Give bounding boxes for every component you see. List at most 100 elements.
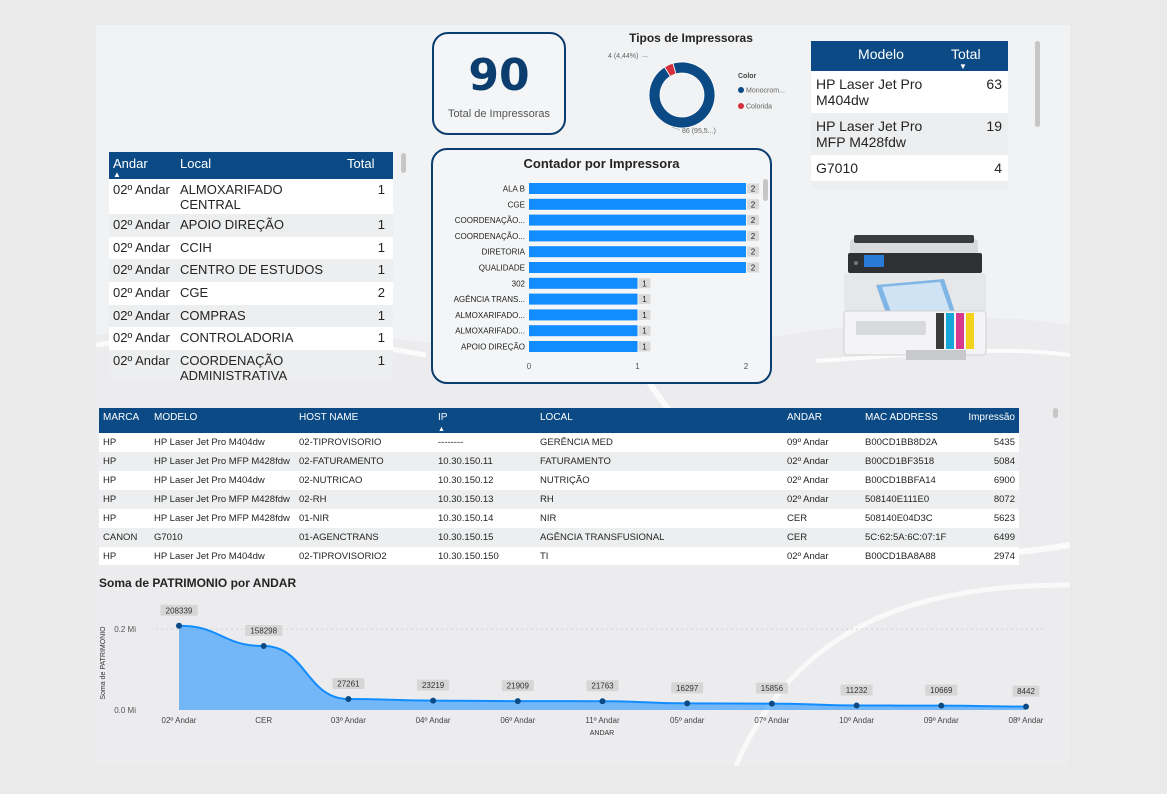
table-row[interactable]: 02º Andar CCIH 1 <box>109 236 393 260</box>
table-row[interactable]: HP Laser Jet Pro MFP M428fdw 19 <box>811 113 1008 155</box>
bar-chart-scrollbar[interactable] <box>763 179 768 201</box>
data-point[interactable] <box>938 702 945 709</box>
table-row[interactable]: 02º Andar COORDENAÇÃO ADMINISTRATIVA 1 <box>109 350 393 380</box>
bar[interactable] <box>529 325 638 337</box>
bar[interactable] <box>529 198 746 210</box>
table-row[interactable]: 02º Andar APOIO DIREÇÃO 1 <box>109 214 393 237</box>
bar-chart-card[interactable]: Contador por Impressora ALA B 2 CGE 2 COORDE… <box>431 148 772 384</box>
x-tick-label: 05º andar <box>670 716 705 725</box>
andar-table-scrollbar[interactable] <box>401 153 406 173</box>
donut-label-small: 4 (4,44%) <box>608 53 638 60</box>
table-row[interactable]: Docket 500P1 <box>811 181 1008 189</box>
header-marca[interactable]: MARCA <box>103 412 140 423</box>
table-row[interactable]: 02º Andar CENTRO DE ESTUDOS 1 <box>109 259 393 283</box>
modelo-table-scrollbar[interactable] <box>1035 41 1040 127</box>
data-point[interactable] <box>684 700 691 707</box>
area-chart[interactable]: 0.0 Mi 0.2 Mi Soma de PATRIMONIO 208339 02º … <box>96 595 1070 766</box>
bar[interactable] <box>529 183 746 194</box>
data-point[interactable] <box>514 698 521 705</box>
header-modelo[interactable]: Modelo <box>858 46 904 62</box>
data-point[interactable] <box>599 698 606 705</box>
table-row[interactable]: 02º Andar COMPRAS 1 <box>109 304 393 328</box>
bar[interactable] <box>529 341 638 352</box>
cell-andar: 02º Andar <box>113 182 170 197</box>
data-point[interactable] <box>853 702 860 709</box>
andar-local-table[interactable]: Andar ▲ Local Total 02º Andar ALMOXARIFADO… <box>109 152 393 380</box>
data-label-bg <box>417 679 450 691</box>
cell-total: 1 <box>377 353 385 369</box>
table-row[interactable]: G7010 4 <box>811 155 1008 181</box>
bar-category-label: 302 <box>512 279 526 288</box>
bar[interactable] <box>529 277 638 289</box>
modelo-table[interactable]: Modelo Total ▼ HP Laser Jet Pro M404dw 63 H… <box>811 41 1008 189</box>
table-row[interactable]: HP HP Laser Jet Pro M404dw 02-NUTRICAO 10.3… <box>99 471 1019 490</box>
table-row[interactable]: HP Laser Jet Pro M404dw 63 <box>811 71 1008 113</box>
table-row[interactable]: HP HP Laser Jet Pro MFP M428fdw 01-NIR 10.3… <box>99 509 1019 528</box>
data-point[interactable] <box>176 622 182 629</box>
printer-detail-table[interactable]: MARCA MODELO HOST NAME IP ▲ LOCAL ANDAR M… <box>99 408 1019 565</box>
header-local-detail[interactable]: LOCAL <box>540 412 573 423</box>
cell-marca: HP <box>103 475 117 486</box>
table-row[interactable]: 02º Andar ALMOXARIFADO CENTRAL 1 <box>109 179 393 214</box>
bar[interactable] <box>529 230 746 242</box>
donut-slice[interactable] <box>648 61 716 129</box>
area-line[interactable] <box>178 624 1027 708</box>
header-impressao[interactable]: Impressão <box>968 412 1015 423</box>
bar[interactable] <box>529 309 638 321</box>
header-andar[interactable]: Andar ▲ <box>113 156 148 179</box>
bar[interactable] <box>529 262 746 273</box>
table-row[interactable]: 02º Andar CONTROLADORIA 1 <box>109 327 393 351</box>
cell-total: 63 <box>986 76 1002 92</box>
bar-value-label: 2 <box>751 185 756 194</box>
bar[interactable] <box>529 246 746 258</box>
header-andar-detail[interactable]: ANDAR <box>787 412 823 423</box>
kpi-card-total-impressoras[interactable]: 90 Total de Impressoras <box>432 32 566 135</box>
bar-category-label: ALMOXARIFADO... <box>455 327 525 336</box>
header-modelo-detail[interactable]: MODELO <box>154 412 198 423</box>
header-local[interactable]: Local <box>180 156 212 171</box>
table-row[interactable]: 02º Andar CGE 2 <box>109 282 393 305</box>
detail-table-scrollbar[interactable] <box>1053 408 1058 418</box>
donut-chart[interactable]: 4 (4,44%) 86 (95,5...) Color Monocrom...… <box>586 49 806 139</box>
bar-chart[interactable]: ALA B 2 CGE 2 COORDENAÇÃO... 2 COORDENAÇÃO... 2… <box>433 150 774 386</box>
header-total[interactable]: Total <box>347 156 375 171</box>
cell-andar: 02º Andar <box>787 494 829 505</box>
sort-ascending-icon: ▲ <box>113 170 121 179</box>
header-ip[interactable]: IP ▲ <box>438 412 448 433</box>
data-point[interactable] <box>345 695 352 702</box>
table-row[interactable]: HP HP Laser Jet Pro M404dw 02-TIPROVISORIO… <box>99 433 1019 452</box>
header-host-name[interactable]: HOST NAME <box>299 412 359 423</box>
cell-local: CENTRO DE ESTUDOS <box>180 262 324 278</box>
data-point[interactable] <box>768 700 775 707</box>
header-mac-address[interactable]: MAC ADDRESS <box>865 412 938 423</box>
bar-category-label: APOIO DIREÇÃO <box>461 343 525 352</box>
table-row[interactable]: CANON G7010 01-AGENCTRANS 10.30.150.15 AGÊNC… <box>99 528 1019 547</box>
data-point[interactable] <box>430 697 437 704</box>
cell-modelo: HP Laser Jet Pro M404dw <box>154 437 265 448</box>
cell-andar: 02º Andar <box>787 456 829 467</box>
cell-modelo: G7010 <box>154 532 183 543</box>
cell-andar: 09º Andar <box>787 437 829 448</box>
header-total-modelo[interactable]: Total ▼ <box>951 46 981 71</box>
cell-ip: 10.30.150.13 <box>438 494 494 505</box>
bar-value-bg <box>638 294 651 305</box>
legend-entry[interactable]: Colorida <box>746 104 772 111</box>
cell-imp: 2974 <box>993 551 1015 562</box>
data-point[interactable] <box>1023 703 1029 710</box>
table-row[interactable]: HP HP Laser Jet Pro MFP M428fdw 02-FATURAM… <box>99 452 1019 471</box>
table-row[interactable]: HP HP Laser Jet Pro MFP M428fdw 02-RH 10.30… <box>99 490 1019 509</box>
bar[interactable] <box>529 293 638 305</box>
cell-local: CGE <box>180 285 209 301</box>
data-label: 21909 <box>507 682 530 691</box>
cell-mac: B00CD1BA8A88 <box>865 551 936 562</box>
data-point[interactable] <box>260 642 267 649</box>
bar-chart-title: Contador por Impressora <box>523 156 680 171</box>
legend-entry[interactable]: Monocrom... <box>746 88 785 95</box>
bar[interactable] <box>529 214 746 226</box>
table-row[interactable]: HP HP Laser Jet Pro M404dw 02-TIPROVISORIO… <box>99 547 1019 565</box>
cell-local: COORDENAÇÃO ADMINISTRATIVA <box>180 353 288 380</box>
x-tick-label: 0 <box>527 362 532 371</box>
cell-mac: B00CD1BB8D2A <box>865 437 938 448</box>
donut-slice[interactable] <box>663 62 677 77</box>
cell-imp: 5623 <box>993 513 1015 524</box>
